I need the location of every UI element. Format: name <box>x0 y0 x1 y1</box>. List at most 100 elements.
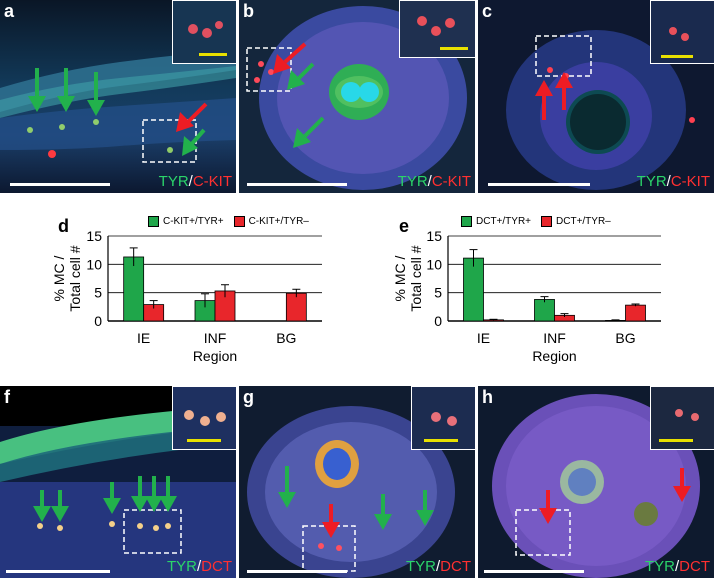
bar-d-C-KIT+/TYR–-BG <box>285 292 307 322</box>
panel-label-a: a <box>4 1 15 21</box>
micrograph-panel-c: c TYR/C-KIT <box>478 0 714 193</box>
micrograph-panel-f: f TYR/DCT <box>0 386 236 578</box>
bar-chart-d: 0 5 10 15 % MC / Total cell # IE INF BG Region <box>51 228 322 364</box>
inset-h-image <box>651 387 714 449</box>
inset-h-scale-bar <box>659 439 693 442</box>
legend-label-e-1: DCT+/TYR– <box>556 216 611 227</box>
inset-f-image <box>173 387 236 449</box>
scale-bar-b <box>247 183 347 186</box>
ytick-label-e-2: 10 <box>426 256 442 272</box>
stain-sep-f: / <box>197 558 202 575</box>
stain-dct-f: DCT <box>201 558 232 575</box>
inset-b-image <box>400 1 475 57</box>
xtick-label-e-1: INF <box>543 330 566 346</box>
stain-tyr-a: TYR <box>158 173 189 190</box>
inset-c-scale-bar <box>661 55 693 58</box>
stain-tyr-g: TYR <box>406 558 436 575</box>
scale-bar-c <box>488 183 590 186</box>
legend-swatch-e-1 <box>541 216 553 227</box>
ylabel-e-1: Total cell # <box>408 245 424 311</box>
bar-e-DCT+/TYR+-INF <box>534 299 555 322</box>
stain-ckit-c: C-KIT <box>670 173 710 190</box>
scale-bar-g <box>247 570 347 573</box>
stain-sep-b: / <box>427 173 432 190</box>
inset-a-scale-bar <box>199 53 227 56</box>
stain-label-g: TYR/DCT <box>406 558 471 575</box>
bar-e-DCT+/TYR–-BG <box>625 304 646 322</box>
stain-sep-c: / <box>666 173 671 190</box>
panel-label-f: f <box>4 387 10 407</box>
stain-sep-a: / <box>188 173 193 190</box>
ytick-label-d-1: 5 <box>94 285 102 301</box>
panel-label-c: c <box>482 1 493 21</box>
inset-f-scale-bar <box>187 439 221 442</box>
xtick-label-e-0: IE <box>477 330 490 346</box>
stain-label-h: TYR/DCT <box>645 558 710 575</box>
stain-label-f: TYR/DCT <box>167 558 232 575</box>
scale-bar-h <box>484 570 584 573</box>
legend-d: C-KIT+/TYR+ C-KIT+/TYR– <box>148 216 309 227</box>
xtick-label-e-2: BG <box>615 330 635 346</box>
ytick-label-e-1: 5 <box>434 285 442 301</box>
inset-g-image <box>412 387 475 449</box>
xtick-label-d-2: BG <box>276 330 296 346</box>
stain-label-a: TYR/C-KIT <box>159 173 232 190</box>
ytick-label-d-3: 15 <box>86 228 102 244</box>
legend-swatch-e-0 <box>461 216 472 227</box>
xtick-label-d-1: INF <box>204 330 227 346</box>
inset-g-scale-bar <box>424 439 458 442</box>
inset-f <box>172 386 236 450</box>
stain-ckit-a: C-KIT <box>192 173 232 190</box>
inset-a-image <box>173 1 236 63</box>
stain-tyr-b: TYR <box>397 173 428 190</box>
legend-swatch-d-0 <box>148 216 159 227</box>
ylabel-d-0: % MC / <box>51 255 67 301</box>
bar-e-DCT+/TYR+-IE <box>463 257 484 322</box>
xlabel-e: Region <box>532 348 576 364</box>
inset-a <box>172 0 236 64</box>
micrograph-c-image <box>478 0 714 193</box>
stain-ckit-b: C-KIT <box>431 173 471 190</box>
panel-label-b: b <box>243 1 254 21</box>
legend-e: DCT+/TYR+ DCT+/TYR– <box>461 216 611 227</box>
stain-sep-h: / <box>675 558 680 575</box>
chart-label-e: e <box>399 216 410 236</box>
legend-swatch-d-1 <box>233 216 245 227</box>
panel-label-h: h <box>482 387 493 407</box>
ylabel-d-1: Total cell # <box>67 245 83 311</box>
inset-g <box>411 386 475 450</box>
inset-b <box>399 0 475 58</box>
stain-dct-g: DCT <box>440 558 471 575</box>
ytick-label-d-2: 10 <box>86 256 102 272</box>
bar-d-C-KIT+/TYR+-IE <box>123 256 145 322</box>
chart-e: e DCT+/TYR+ DCT+/TYR– 0 5 10 15 % MC / Total … <box>355 200 714 372</box>
scale-bar-f <box>6 570 110 573</box>
stain-sep-g: / <box>436 558 441 575</box>
panel-label-g: g <box>243 387 254 407</box>
chart-label-d: d <box>58 216 69 236</box>
legend-label-d-0: C-KIT+/TYR+ <box>163 216 224 227</box>
micrograph-panel-a: a TYR/C-KIT <box>0 0 236 193</box>
inset-c <box>650 0 714 64</box>
micrograph-panel-b: b TYR/C-KIT <box>239 0 475 193</box>
legend-label-d-1: C-KIT+/TYR– <box>248 216 309 227</box>
stain-tyr-h: TYR <box>645 558 675 575</box>
stain-label-b: TYR/C-KIT <box>398 173 471 190</box>
xlabel-d: Region <box>193 348 237 364</box>
inset-c-image <box>651 1 714 63</box>
ylabel-e-0: % MC / <box>392 255 408 301</box>
micrograph-panel-g: g TYR/DCT <box>239 386 475 578</box>
stain-tyr-c: TYR <box>636 173 667 190</box>
bar-chart-e: 0 5 10 15 % MC / Total cell # IE INF BG Region <box>392 228 661 364</box>
stain-dct-h: DCT <box>679 558 710 575</box>
inset-b-scale-bar <box>440 47 468 50</box>
micrograph-panel-h: h TYR/DCT <box>478 386 714 578</box>
legend-label-e-0: DCT+/TYR+ <box>476 216 532 227</box>
stain-tyr-f: TYR <box>167 558 197 575</box>
stain-label-c: TYR/C-KIT <box>637 173 710 190</box>
ytick-label-e-3: 15 <box>426 228 442 244</box>
ytick-label-e-0: 0 <box>434 313 442 329</box>
ytick-label-d-0: 0 <box>94 313 102 329</box>
chart-d: d C-KIT+/TYR+ C-KIT+/TYR– 0 5 10 15 % MC / To… <box>0 200 355 372</box>
scale-bar-a <box>10 183 110 186</box>
